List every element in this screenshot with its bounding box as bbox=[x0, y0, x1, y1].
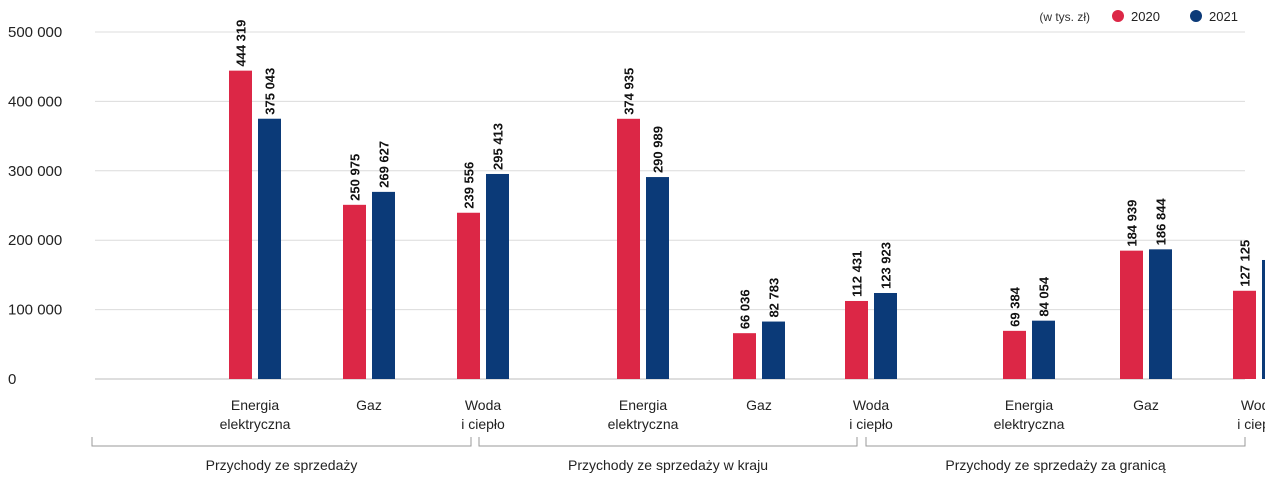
bar bbox=[1149, 249, 1172, 379]
data-label: 186 844 bbox=[1154, 198, 1169, 246]
category-label: Energia bbox=[231, 397, 279, 413]
y-tick-label: 300 000 bbox=[8, 163, 62, 180]
bar bbox=[372, 191, 395, 379]
y-tick-label: 0 bbox=[8, 371, 16, 388]
data-label: 127 125 bbox=[1238, 240, 1253, 287]
bar bbox=[646, 177, 669, 379]
category-label: Woda bbox=[1241, 397, 1265, 413]
data-label: 82 783 bbox=[767, 278, 782, 318]
category-label: elektryczna bbox=[608, 416, 679, 432]
bar bbox=[1003, 330, 1026, 379]
data-label: 374 935 bbox=[622, 68, 637, 115]
data-label: 444 319 bbox=[234, 20, 249, 67]
category-label: i ciepło bbox=[849, 416, 893, 432]
category-label: Energia bbox=[1005, 397, 1053, 413]
bar bbox=[1233, 290, 1256, 379]
bar bbox=[258, 118, 281, 380]
data-label: 112 431 bbox=[850, 251, 865, 297]
legend-label-2021: 2021 bbox=[1209, 9, 1238, 24]
bar bbox=[1120, 250, 1143, 379]
bar bbox=[762, 321, 785, 379]
data-label: 239 556 bbox=[462, 162, 477, 209]
bar bbox=[1032, 320, 1055, 379]
data-label: 290 989 bbox=[651, 126, 666, 173]
data-label: 250 975 bbox=[348, 154, 363, 201]
category-label: Woda bbox=[465, 397, 502, 413]
category-label: Gaz bbox=[356, 397, 382, 413]
bar bbox=[1262, 259, 1265, 379]
group-bracket bbox=[865, 437, 1246, 447]
y-tick-label: 200 000 bbox=[8, 232, 62, 249]
data-label: 123 923 bbox=[879, 242, 894, 289]
group-bracket bbox=[91, 437, 472, 447]
legend-marker-2021 bbox=[1190, 10, 1202, 22]
y-tick-label: 400 000 bbox=[8, 93, 62, 110]
data-label: 69 384 bbox=[1008, 286, 1023, 327]
data-label: 375 043 bbox=[263, 68, 278, 115]
bar bbox=[457, 212, 480, 379]
legend-label-2020: 2020 bbox=[1131, 9, 1160, 24]
category-label: elektryczna bbox=[994, 416, 1065, 432]
y-tick-label: 500 000 bbox=[8, 24, 62, 41]
category-label: Energia bbox=[619, 397, 667, 413]
unit-note: (w tys. zł) bbox=[1039, 10, 1090, 24]
data-label: 269 627 bbox=[377, 141, 392, 188]
y-tick-label: 100 000 bbox=[8, 302, 62, 319]
data-label: 66 036 bbox=[738, 289, 753, 329]
bar bbox=[874, 292, 897, 379]
bar bbox=[845, 300, 868, 379]
group-label: Przychody ze sprzedaży bbox=[206, 457, 358, 473]
group-label: Przychody ze sprzedaży w kraju bbox=[568, 457, 768, 473]
legend-marker-2020 bbox=[1112, 10, 1124, 22]
data-label: 84 054 bbox=[1037, 276, 1052, 317]
group-label: Przychody ze sprzedaży za granicą bbox=[945, 457, 1165, 473]
data-label: 184 939 bbox=[1125, 200, 1140, 247]
category-label: i ciepło bbox=[1237, 416, 1265, 432]
bar bbox=[733, 333, 756, 379]
category-label: elektryczna bbox=[220, 416, 291, 432]
bar bbox=[617, 118, 640, 380]
group-bracket bbox=[478, 437, 858, 447]
category-label: i ciepło bbox=[461, 416, 505, 432]
category-label: Gaz bbox=[1133, 397, 1159, 413]
category-label: Gaz bbox=[746, 397, 772, 413]
bar bbox=[486, 173, 509, 379]
bar bbox=[229, 70, 252, 380]
data-label: 295 413 bbox=[491, 123, 506, 170]
category-label: Woda bbox=[853, 397, 890, 413]
bar bbox=[343, 204, 366, 379]
